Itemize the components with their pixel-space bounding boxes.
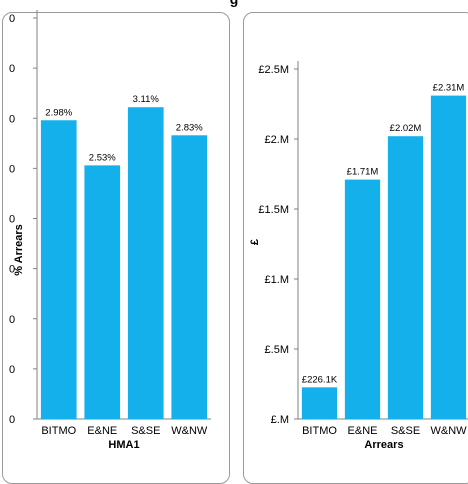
page-title: g (0, 0, 468, 7)
bar-e-ne (84, 165, 121, 419)
bar-w-nw (171, 135, 208, 420)
x-tick-label: E&NE (348, 425, 378, 437)
y-tick-label: 0 (9, 13, 15, 25)
y-tick-label: 0 (9, 63, 15, 75)
x-tick-label: W&NW (430, 425, 467, 437)
x-tick-label: BITMO (41, 425, 76, 437)
y-tick-label: £2.M (265, 134, 289, 146)
bar-bitmo (301, 387, 338, 419)
y-tick-label: 0 (9, 364, 15, 376)
x-axis-title: HMA1 (108, 439, 139, 451)
data-label: 3.11% (133, 94, 160, 105)
bar-bitmo (40, 120, 77, 419)
x-tick-label: BITMO (302, 425, 337, 437)
y-axis-title: % Arrears (13, 224, 25, 276)
data-label: £2.31M (433, 83, 465, 94)
data-label: 2.83% (176, 122, 203, 133)
y-tick-label: £2.5M (258, 64, 289, 76)
data-label: £1.71M (347, 167, 379, 178)
y-tick-label: 0 (9, 314, 15, 326)
bar-s-se (387, 136, 424, 419)
y-tick-label: 0 (9, 264, 15, 276)
y-tick-label: £1.M (265, 274, 289, 286)
bar-w-nw (430, 95, 467, 419)
data-label: 2.98% (45, 107, 72, 118)
y-tick-label: £.M (271, 414, 289, 426)
y-tick-label: £.5M (265, 344, 289, 356)
data-label: £2.02M (390, 123, 422, 134)
x-tick-label: S&SE (131, 425, 160, 437)
x-tick-label: S&SE (391, 425, 420, 437)
bar-s-se (127, 107, 164, 419)
y-tick-label: 0 (9, 163, 15, 175)
x-tick-label: E&NE (87, 425, 117, 437)
y-tick-label: 0 (9, 113, 15, 125)
y-tick-label: 0 (9, 214, 15, 226)
y-tick-label: 0 (9, 414, 15, 426)
data-label: 2.53% (89, 152, 116, 163)
bar-e-ne (344, 179, 381, 419)
y-axis-title: £ (249, 239, 261, 245)
x-axis-title: Arrears (364, 439, 403, 451)
x-tick-label: W&NW (171, 425, 208, 437)
y-tick-label: £1.5M (258, 204, 289, 216)
data-label: £226.1K (302, 374, 338, 385)
